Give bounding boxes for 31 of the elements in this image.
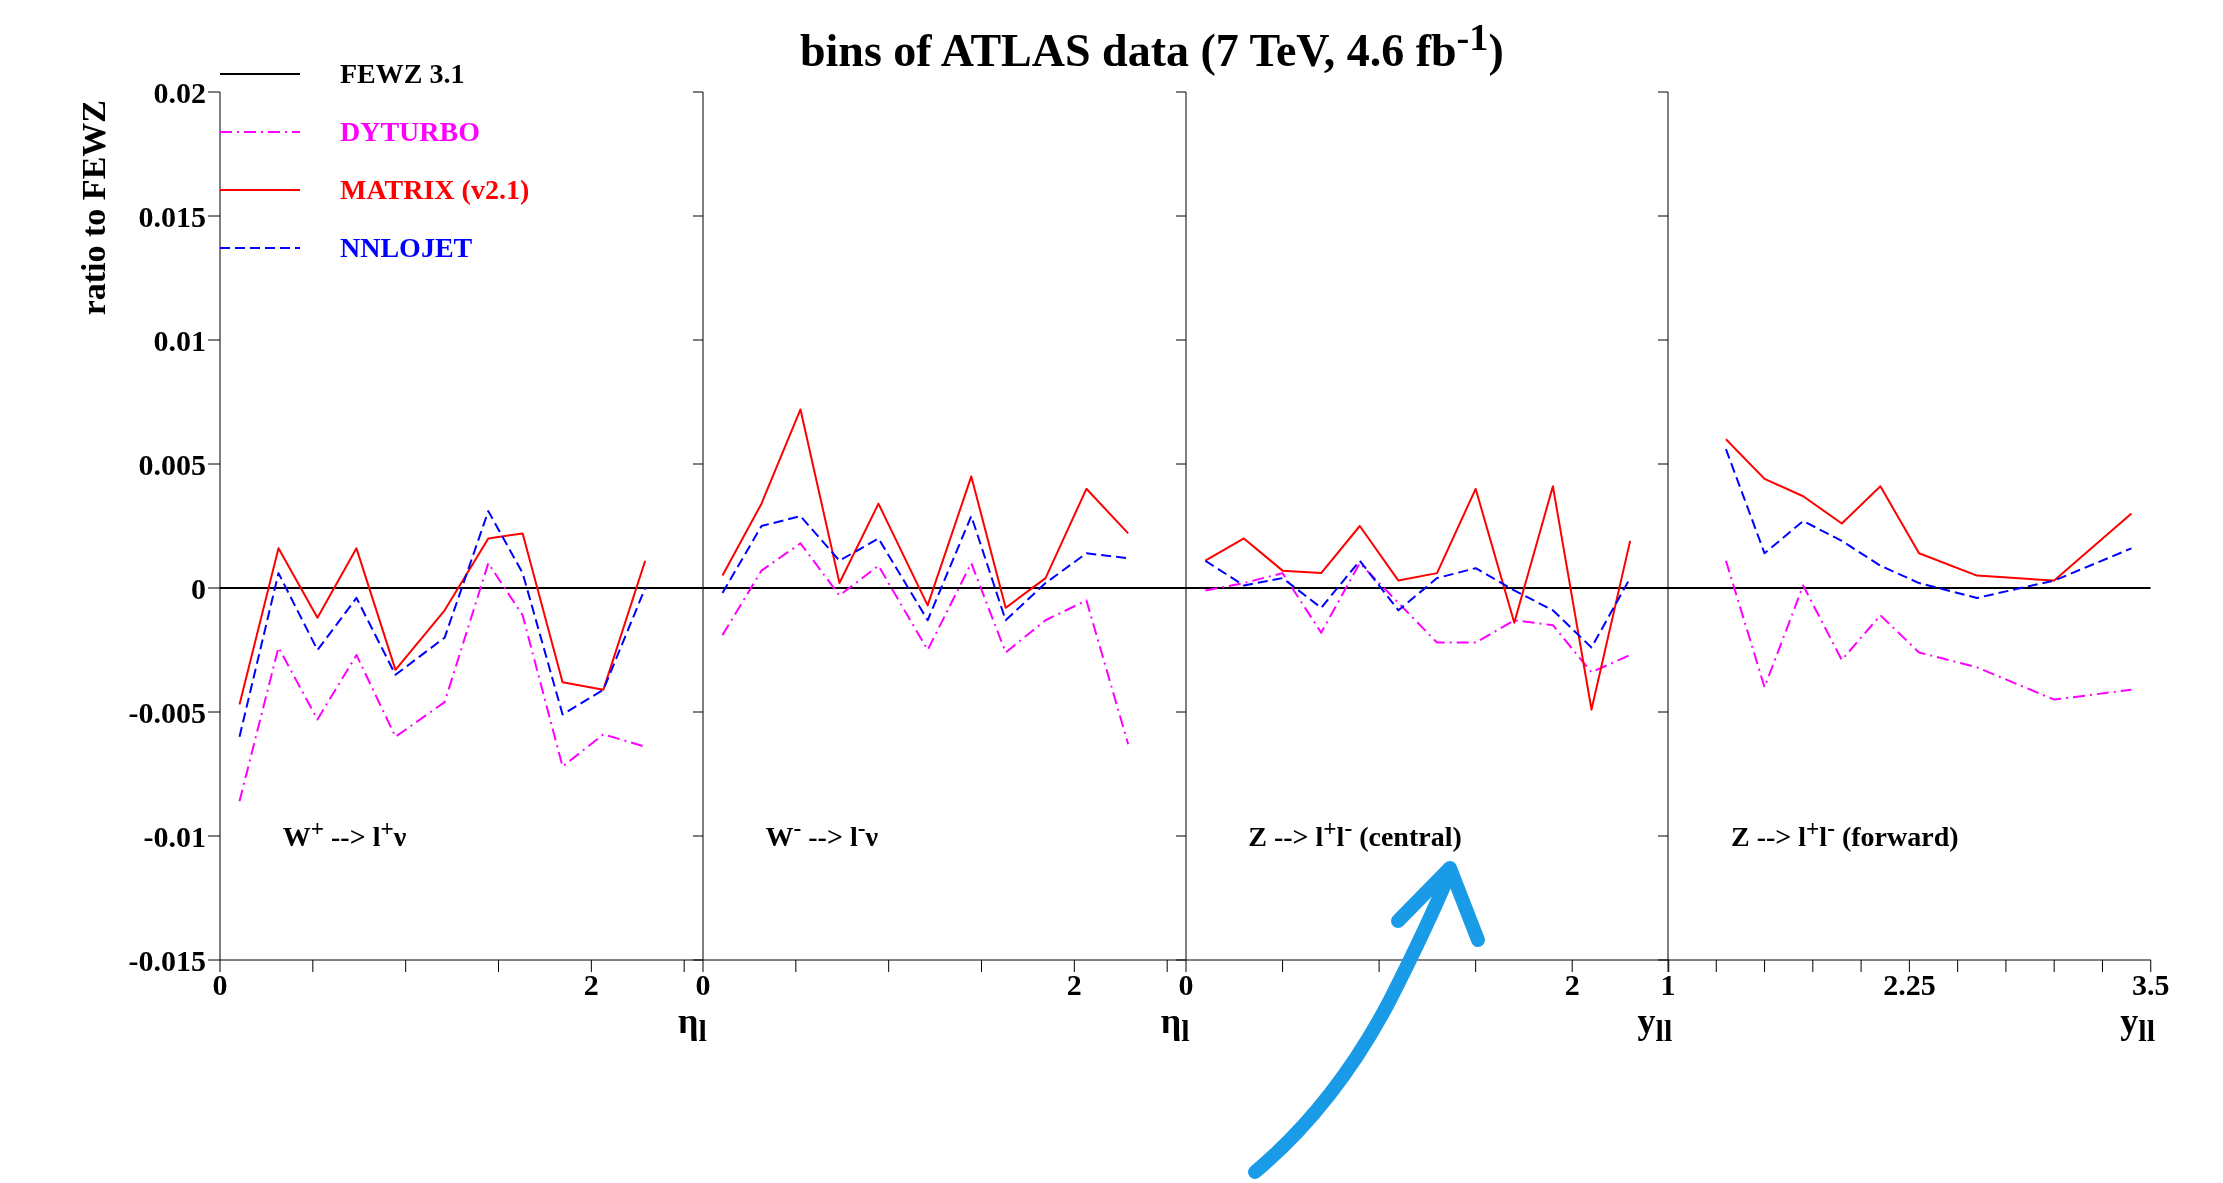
annotation: W$^{-}$ --> l$^{-}$ν bbox=[765, 815, 878, 854]
x-axis-title: y$_{ll}$ bbox=[1637, 1000, 1673, 1049]
x-tick-label: 0 bbox=[212, 968, 228, 1002]
y-tick-label: 0.015 bbox=[138, 199, 206, 233]
x-axis-title: η$_{l}$ bbox=[1160, 1000, 1190, 1049]
legend-label: FEWZ 3.1 bbox=[340, 58, 465, 90]
x-axis-title: y$_{ll}$ bbox=[2120, 1000, 2155, 1049]
y-tick-label: -0.005 bbox=[128, 695, 206, 729]
x-tick-label: 2 bbox=[1066, 968, 1082, 1002]
x-tick-label: 3.5 bbox=[2132, 968, 2170, 1002]
x-tick-label: 2.25 bbox=[1883, 968, 1936, 1002]
x-tick-label: 2 bbox=[1564, 968, 1580, 1002]
legend-label: DYTURBO bbox=[340, 116, 481, 148]
x-tick-label: 0 bbox=[1178, 968, 1193, 1002]
annotation: Z --> l$^{+}$l$^{-}$ (forward) bbox=[1731, 815, 1959, 854]
x-tick-label: 1 bbox=[1660, 968, 1676, 1002]
y-tick-label: 0 bbox=[191, 571, 206, 605]
x-axis-title: η$_{l}$ bbox=[677, 1000, 707, 1049]
y-axis-title: ratio to FEWZ bbox=[75, 100, 113, 316]
annotation: W$^{+}$ --> l$^{+}$ν bbox=[282, 815, 407, 854]
y-tick-label: -0.015 bbox=[128, 943, 206, 977]
y-tick-label: -0.01 bbox=[143, 819, 206, 853]
chart-title: bins of ATLAS data (7 TeV, 4.6 fb$^{-1}$) bbox=[800, 15, 1504, 78]
legend-label: MATRIX (v2.1) bbox=[340, 174, 530, 206]
legend-label: NNLOJET bbox=[340, 232, 473, 264]
annotation: Z --> l$^{+}$l$^{-}$ (central) bbox=[1248, 815, 1462, 854]
y-tick-label: 0.005 bbox=[138, 447, 206, 481]
y-tick-label: 0.02 bbox=[153, 75, 206, 109]
y-tick-label: 0.01 bbox=[153, 323, 206, 357]
x-tick-label: 2 bbox=[583, 968, 599, 1002]
x-tick-label: 0 bbox=[695, 968, 711, 1002]
